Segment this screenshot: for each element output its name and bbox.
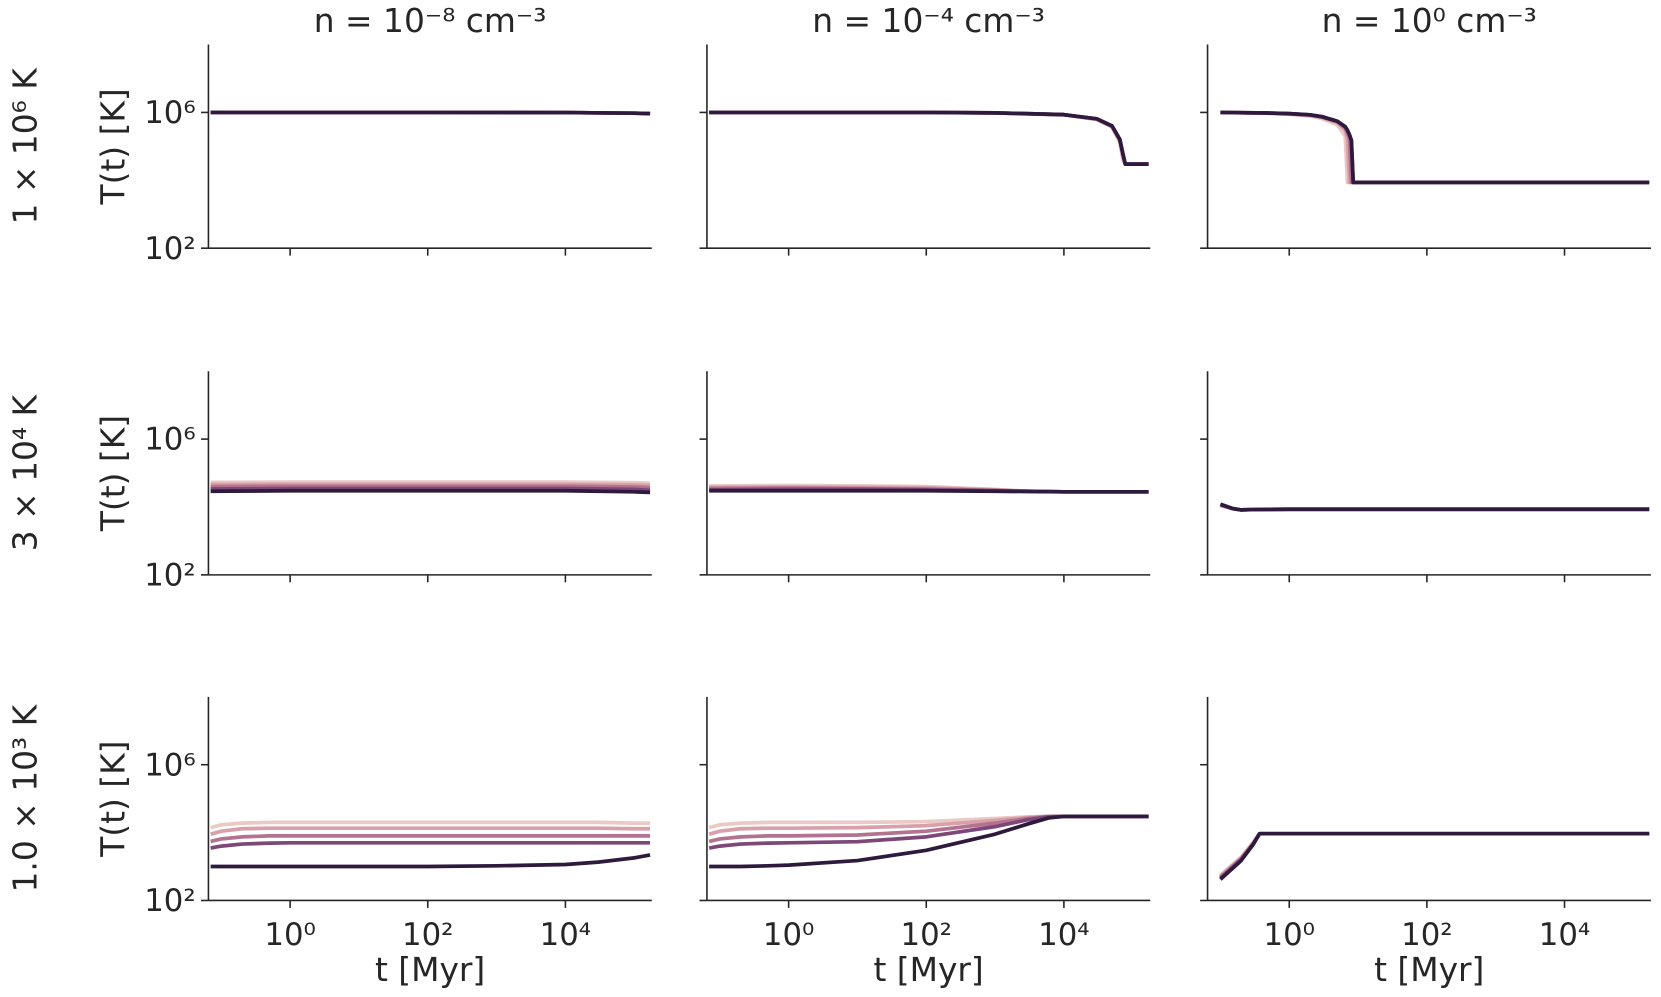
series-line <box>210 488 651 495</box>
series-line <box>709 110 1149 166</box>
row-label: 3 × 10⁴ K <box>6 393 45 551</box>
series-line <box>210 486 651 493</box>
series-line <box>210 820 651 830</box>
series-line <box>709 110 1149 166</box>
x-axis-label: t [Myr] <box>375 950 485 989</box>
series-line <box>1220 110 1650 185</box>
series-line <box>210 853 651 869</box>
panel-title: n = 10⁻⁸ cm⁻³ <box>314 1 547 40</box>
x-tick-label: 10² <box>1401 917 1452 953</box>
x-axis-label: t [Myr] <box>873 950 983 989</box>
x-tick-label: 10⁴ <box>1539 917 1590 953</box>
series-line <box>210 482 651 488</box>
series-line <box>709 110 1149 166</box>
series-line <box>1220 110 1650 185</box>
panel-title: n = 10⁻⁴ cm⁻³ <box>812 1 1045 40</box>
series-line <box>709 488 1149 494</box>
panel-title: n = 10⁰ cm⁻³ <box>1322 1 1537 40</box>
series-line <box>210 110 651 116</box>
y-axis-label: T(t) [K] <box>94 415 133 532</box>
x-tick-label: 10⁴ <box>1038 917 1089 953</box>
series-line <box>709 110 1149 166</box>
series-line <box>1219 831 1650 881</box>
series-line <box>210 840 651 850</box>
y-axis-label: T(t) [K] <box>94 741 133 858</box>
y-tick-label: 10² <box>144 231 195 267</box>
series-line <box>709 110 1149 166</box>
series-line <box>1219 831 1650 878</box>
series-line <box>1220 110 1650 185</box>
series-line <box>210 826 651 836</box>
x-tick-label: 10⁰ <box>1264 917 1315 953</box>
row-label: 1 × 10⁶ K <box>6 67 45 225</box>
y-tick-label: 10² <box>144 883 195 919</box>
series-line <box>210 484 651 490</box>
series-line <box>1219 831 1650 880</box>
series-line <box>1219 831 1650 879</box>
row-label: 1.0 × 10³ K <box>6 703 45 892</box>
x-tick-label: 10⁰ <box>264 917 315 953</box>
y-axis-label: T(t) [K] <box>94 88 133 205</box>
y-tick-label: 10⁶ <box>144 422 195 458</box>
series-line <box>1219 831 1650 877</box>
y-tick-label: 10⁶ <box>144 95 195 131</box>
series-line <box>210 480 651 486</box>
y-tick-label: 10² <box>144 557 195 593</box>
y-tick-label: 10⁶ <box>144 747 195 783</box>
x-tick-label: 10⁰ <box>763 917 814 953</box>
x-tick-label: 10² <box>901 917 952 953</box>
series-line <box>1220 110 1650 185</box>
x-tick-label: 10⁴ <box>540 917 591 953</box>
series-line <box>210 834 651 844</box>
series-line <box>1219 502 1650 512</box>
x-axis-label: t [Myr] <box>1374 950 1484 989</box>
x-tick-label: 10² <box>402 917 453 953</box>
series-line <box>709 814 1149 869</box>
series-line <box>1220 110 1650 185</box>
